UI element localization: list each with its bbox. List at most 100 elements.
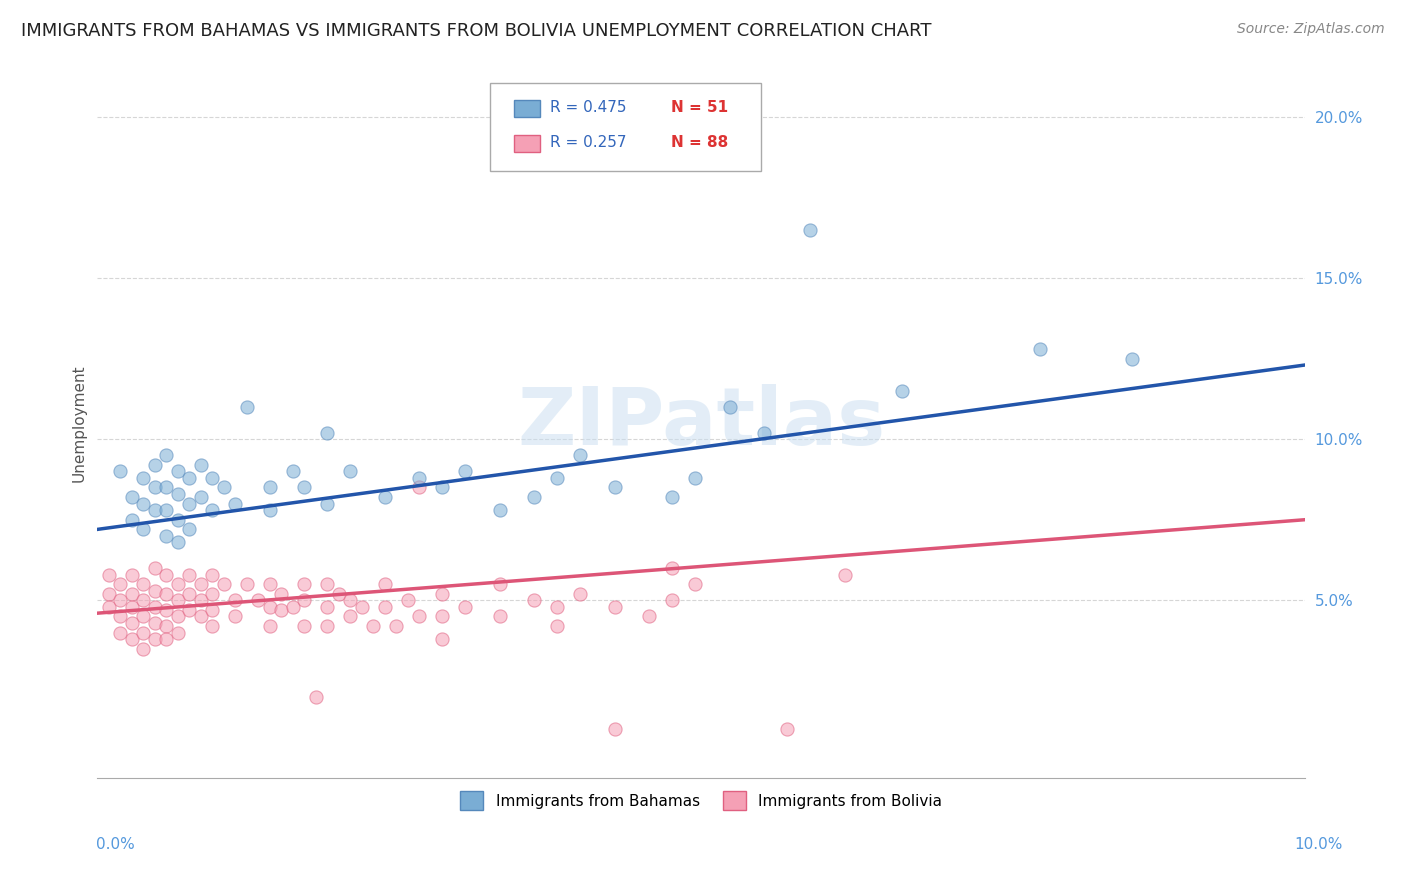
Y-axis label: Unemployment: Unemployment	[72, 364, 86, 482]
Point	[259, 503, 281, 517]
Point	[143, 458, 166, 472]
Text: N = 51: N = 51	[671, 100, 728, 115]
Point	[155, 481, 177, 495]
Point	[110, 625, 132, 640]
Text: R = 0.475: R = 0.475	[550, 100, 627, 115]
Point	[97, 567, 120, 582]
Bar	[515, 100, 540, 117]
Point	[385, 619, 408, 633]
Point	[121, 513, 143, 527]
Point	[432, 587, 454, 601]
Point	[132, 522, 155, 536]
Point	[143, 615, 166, 630]
Point	[201, 619, 224, 633]
Text: IMMIGRANTS FROM BAHAMAS VS IMMIGRANTS FROM BOLIVIA UNEMPLOYMENT CORRELATION CHAR: IMMIGRANTS FROM BAHAMAS VS IMMIGRANTS FR…	[21, 22, 932, 40]
Point	[396, 593, 419, 607]
Point	[685, 471, 707, 485]
Point	[603, 723, 626, 737]
Point	[603, 599, 626, 614]
Point	[97, 587, 120, 601]
Point	[155, 587, 177, 601]
Point	[432, 632, 454, 646]
Point	[166, 609, 188, 624]
Point	[1029, 342, 1052, 356]
Point	[316, 599, 339, 614]
Point	[292, 577, 315, 591]
Point	[212, 577, 235, 591]
Point	[166, 535, 188, 549]
Point	[179, 522, 201, 536]
Point	[201, 567, 224, 582]
Point	[212, 481, 235, 495]
Point	[190, 458, 212, 472]
Point	[121, 567, 143, 582]
Point	[110, 464, 132, 478]
Point	[546, 599, 568, 614]
Point	[259, 577, 281, 591]
Point	[292, 481, 315, 495]
Point	[454, 464, 477, 478]
Point	[143, 503, 166, 517]
Point	[891, 384, 914, 398]
Point	[155, 529, 177, 543]
Point	[374, 599, 396, 614]
Point	[155, 619, 177, 633]
Legend: Immigrants from Bahamas, Immigrants from Bolivia: Immigrants from Bahamas, Immigrants from…	[454, 785, 948, 816]
Point	[328, 587, 350, 601]
Point	[523, 490, 546, 504]
Point	[143, 599, 166, 614]
Point	[569, 448, 592, 462]
Point	[190, 490, 212, 504]
Point	[408, 481, 430, 495]
Point	[685, 577, 707, 591]
Point	[110, 609, 132, 624]
Point	[281, 599, 304, 614]
Point	[110, 593, 132, 607]
Point	[132, 471, 155, 485]
Point	[1121, 351, 1143, 366]
Point	[408, 471, 430, 485]
Point	[201, 471, 224, 485]
Text: R = 0.257: R = 0.257	[550, 136, 627, 151]
Point	[488, 577, 510, 591]
Point	[339, 464, 361, 478]
Point	[121, 615, 143, 630]
Point	[661, 561, 683, 575]
Point	[523, 593, 546, 607]
Point	[143, 561, 166, 575]
Point	[339, 609, 361, 624]
Point	[166, 625, 188, 640]
Point	[224, 497, 246, 511]
Point	[132, 577, 155, 591]
Point	[166, 513, 188, 527]
Point	[776, 723, 799, 737]
Point	[132, 625, 155, 640]
Point	[190, 609, 212, 624]
Point	[316, 497, 339, 511]
Point	[661, 490, 683, 504]
Point	[488, 609, 510, 624]
Point	[166, 487, 188, 501]
Point	[166, 464, 188, 478]
Point	[305, 690, 328, 704]
Text: ZIPatlas: ZIPatlas	[517, 384, 886, 462]
Point	[179, 603, 201, 617]
Point	[132, 497, 155, 511]
Point	[374, 577, 396, 591]
Point	[661, 593, 683, 607]
Point	[224, 609, 246, 624]
Point	[316, 425, 339, 440]
Point	[190, 577, 212, 591]
Point	[292, 593, 315, 607]
Point	[454, 599, 477, 614]
FancyBboxPatch shape	[489, 83, 762, 171]
Point	[179, 471, 201, 485]
Point	[224, 593, 246, 607]
Point	[166, 577, 188, 591]
Point	[132, 641, 155, 656]
Point	[155, 632, 177, 646]
Point	[281, 464, 304, 478]
Point	[155, 567, 177, 582]
Point	[374, 490, 396, 504]
Point	[121, 632, 143, 646]
